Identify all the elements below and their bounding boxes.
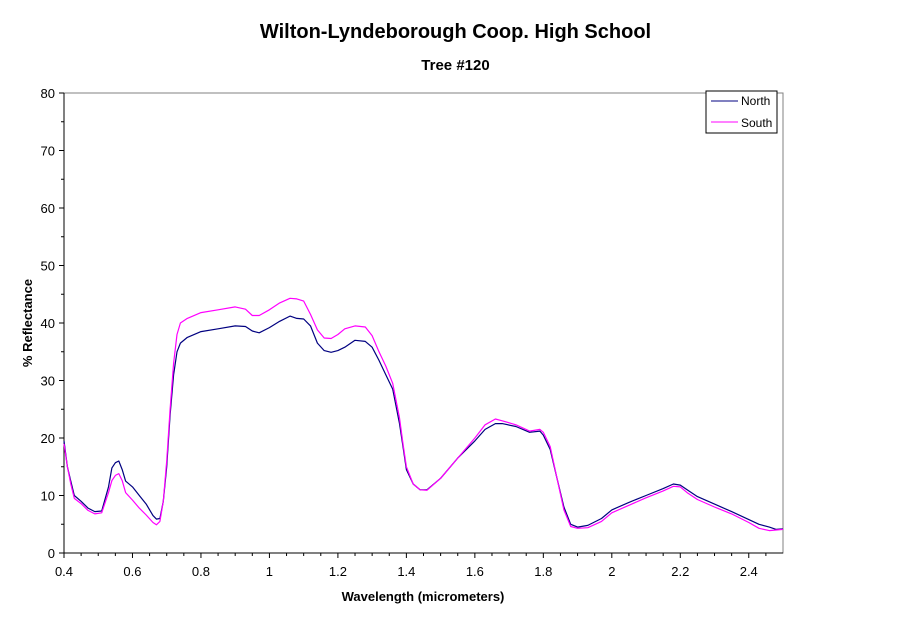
x-tick-label: 0.8: [192, 564, 210, 579]
y-axis: 0 10 20 30 40 50 60 70 80: [41, 86, 65, 561]
y-tick-label: 60: [41, 201, 55, 216]
x-axis-title: Wavelength (micrometers): [342, 589, 505, 604]
legend-label-north: North: [741, 94, 770, 108]
x-tick-label: 1.4: [397, 564, 415, 579]
x-tick-label: 2: [608, 564, 615, 579]
x-tick-label: 1.2: [329, 564, 347, 579]
y-tick-label: 40: [41, 316, 55, 331]
y-tick-label: 50: [41, 259, 55, 274]
legend-box: [705, 90, 778, 134]
y-tick-label: 10: [41, 489, 55, 504]
y-tick-label: 70: [41, 144, 55, 159]
legend-label-south: South: [741, 116, 772, 130]
y-tick-label: 30: [41, 374, 55, 389]
x-tick-label: 0.4: [55, 564, 73, 579]
chart-subtitle: Tree #120: [421, 57, 490, 74]
y-tick-label: 80: [41, 86, 55, 101]
x-tick-label: 0.6: [123, 564, 141, 579]
series-line-north: [63, 315, 784, 530]
x-tick-label: 1: [266, 564, 273, 579]
x-tick-label: 1.6: [466, 564, 484, 579]
y-axis-title: % Reflectance: [20, 279, 35, 367]
y-tick-label: 0: [48, 546, 55, 561]
chart-title: Wilton-Lyndeborough Coop. High School: [259, 21, 652, 43]
plot-area: [63, 92, 784, 554]
series-line-south: [63, 297, 784, 532]
x-tick-label: 2.2: [671, 564, 689, 579]
x-tick-label: 2.4: [740, 564, 758, 579]
legend: North South: [705, 90, 778, 134]
x-axis: 0.4 0.6 0.8 1 1.2 1.4 1.6 1.8 2 2.2 2.4: [55, 552, 783, 579]
y-tick-label: 20: [41, 431, 55, 446]
x-tick-label: 1.8: [534, 564, 552, 579]
series-layer: [63, 297, 784, 532]
